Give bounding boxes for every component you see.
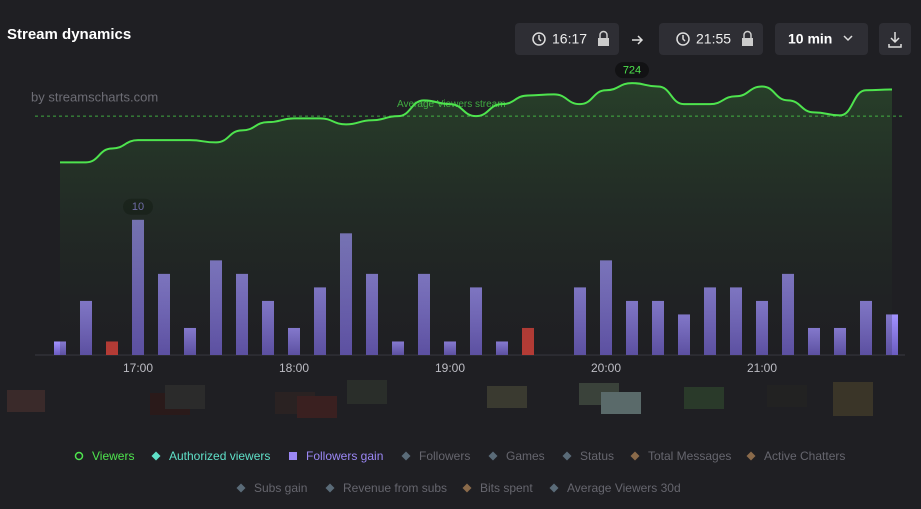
legend-item[interactable]: Status <box>562 449 615 463</box>
x-tick-label: 21:00 <box>747 361 777 375</box>
end-time: 21:55 <box>696 31 731 47</box>
legend-item[interactable]: Games <box>488 449 545 463</box>
x-tick-label: 19:00 <box>435 361 465 375</box>
legend-label: Followers gain <box>306 449 383 463</box>
start-time: 16:17 <box>552 31 587 47</box>
legend-item[interactable]: Authorized viewers <box>151 449 271 463</box>
legend-marker <box>630 451 640 461</box>
legend-label: Games <box>506 449 545 463</box>
x-tick-label: 17:00 <box>123 361 153 375</box>
legend-label: Status <box>580 449 614 463</box>
legend-label: Total Messages <box>648 449 731 463</box>
viewers-area <box>60 83 892 355</box>
legend-marker <box>462 483 472 493</box>
arrow-icon <box>632 35 644 45</box>
legend-marker <box>236 483 246 493</box>
legend-marker <box>74 451 84 461</box>
legend-item[interactable]: Subs gain <box>236 481 308 495</box>
average-label: Average Viewers stream <box>397 99 506 110</box>
legend-item[interactable]: Total Messages <box>630 449 732 463</box>
legend-item[interactable]: Revenue from subs <box>325 481 448 495</box>
legend-marker <box>325 483 335 493</box>
legend-item[interactable]: Viewers <box>74 449 135 463</box>
start-time-button[interactable]: 16:17 <box>515 23 619 55</box>
legend-label: Revenue from subs <box>343 481 447 495</box>
legend-label: Viewers <box>92 449 134 463</box>
thumbnails <box>7 380 873 418</box>
legend-marker <box>549 483 559 493</box>
legend-marker <box>562 451 572 461</box>
legend-label: Followers <box>419 449 470 463</box>
x-tick-label: 20:00 <box>591 361 621 375</box>
legend-marker <box>151 451 161 461</box>
legend-marker <box>746 451 756 461</box>
legend-item[interactable]: Followers gain <box>289 449 383 463</box>
peak-label-bg <box>615 62 649 79</box>
end-time-button[interactable]: 21:55 <box>659 23 763 55</box>
watermark: by streamscharts.com <box>31 89 158 104</box>
legend-label: Subs gain <box>254 481 307 495</box>
peak-label: 724 <box>623 65 641 77</box>
download-button[interactable] <box>879 23 911 55</box>
legend-label: Bits spent <box>480 481 533 495</box>
interval: 10 min <box>788 31 832 47</box>
legend-label: Active Chatters <box>764 449 845 463</box>
x-tick-label: 18:00 <box>279 361 309 375</box>
title: Stream dynamics <box>7 26 131 43</box>
legend-item[interactable]: Followers <box>401 449 471 463</box>
legend-marker <box>401 451 411 461</box>
legend-marker <box>289 452 297 460</box>
legend-label: Authorized viewers <box>169 449 270 463</box>
interval-dropdown[interactable]: 10 min <box>775 23 868 55</box>
legend-item[interactable]: Active Chatters <box>746 449 846 463</box>
legend-label: Average Viewers 30d <box>567 481 681 495</box>
legend-item[interactable]: Bits spent <box>462 481 534 495</box>
legend-marker <box>488 451 498 461</box>
legend-item[interactable]: Average Viewers 30d <box>549 481 681 495</box>
